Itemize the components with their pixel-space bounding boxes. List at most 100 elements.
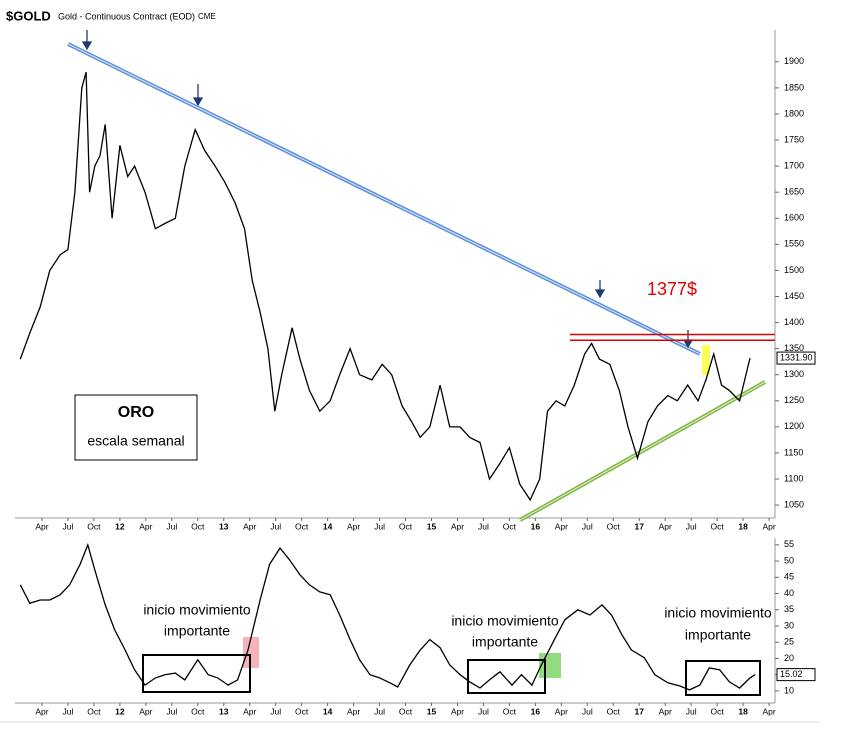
y-tick-label: 1750 <box>784 134 804 144</box>
x-tick-label: 16 <box>531 706 541 716</box>
x-tick-label: 17 <box>635 706 645 716</box>
x-tick-label: Oct <box>711 521 725 531</box>
x-tick-label: Apr <box>243 706 256 716</box>
x-tick-label: Apr <box>659 521 672 531</box>
y-tick-label: 1500 <box>784 265 804 275</box>
label-box <box>74 394 198 461</box>
x-tick-label: Apr <box>659 706 672 716</box>
y-tick-label: 1800 <box>784 108 804 118</box>
x-tick-label: Oct <box>87 521 101 531</box>
x-tick-label: Apr <box>762 706 775 716</box>
arrows <box>81 30 694 349</box>
annotation: importante <box>164 623 230 639</box>
y-tick-label: 1050 <box>784 499 804 509</box>
box-title: ORO <box>118 404 154 421</box>
x-tick-label: Oct <box>711 706 725 716</box>
y-tick-label: 1850 <box>784 82 804 92</box>
x-tick-label: Jul <box>62 521 73 531</box>
y-tick-label: 50 <box>784 555 794 565</box>
x-tick-label: Apr <box>139 706 152 716</box>
x-tick-label: Oct <box>191 521 205 531</box>
highlight <box>243 637 259 668</box>
x-tick-label: Jul <box>686 706 697 716</box>
y-tick-label: 1400 <box>784 317 804 327</box>
x-tick-label: Oct <box>607 521 621 531</box>
x-tick-label: Apr <box>243 521 256 531</box>
chart-title: $GOLD <box>6 8 51 23</box>
y-tick-label: 1250 <box>784 395 804 405</box>
x-tick-label: 12 <box>115 706 125 716</box>
x-tick-label: 12 <box>115 521 125 531</box>
x-tick-label: Jul <box>478 521 489 531</box>
x-tick-label: 13 <box>219 706 229 716</box>
x-tick-label: Jul <box>686 521 697 531</box>
y-tick-label: 30 <box>784 620 794 630</box>
last-value-box <box>776 668 816 682</box>
chart-subtitle: Gold - Continuous Contract (EOD) <box>58 11 195 21</box>
annotation: importante <box>472 634 538 650</box>
x-tick-label: Apr <box>347 706 360 716</box>
annotation: importante <box>685 627 751 643</box>
x-tick-label: Jul <box>582 706 593 716</box>
x-tick-label: Oct <box>399 706 413 716</box>
x-tick-label: 16 <box>531 521 541 531</box>
level-annotation: 1377$ <box>647 279 697 299</box>
x-tick-label: Apr <box>555 706 568 716</box>
y-tick-label: 1600 <box>784 213 804 223</box>
annotation: inicio movimiento <box>664 605 772 621</box>
x-tick-label: Jul <box>62 706 73 716</box>
x-tick-label: Apr <box>451 521 464 531</box>
annotation-box <box>142 654 251 693</box>
x-tick-label: Apr <box>35 706 48 716</box>
y-tick-label: 1550 <box>784 239 804 249</box>
x-tick-label: Oct <box>399 521 413 531</box>
x-tick-label: Oct <box>295 706 309 716</box>
x-tick-label: 18 <box>738 521 748 531</box>
x-tick-label: Oct <box>191 706 205 716</box>
x-tick-label: 14 <box>323 521 333 531</box>
y-tick-label: 1450 <box>784 291 804 301</box>
price-line <box>19 542 756 691</box>
y-tick-label: 1300 <box>784 369 804 379</box>
highlight <box>539 653 561 678</box>
x-tick-label: Jul <box>374 706 385 716</box>
x-tick-label: Apr <box>762 521 775 531</box>
x-tick-label: Jul <box>374 521 385 531</box>
x-tick-label: Jul <box>166 521 177 531</box>
x-tick-label: Jul <box>582 521 593 531</box>
y-tick-label: 1700 <box>784 160 804 170</box>
x-tick-label: 17 <box>635 521 645 531</box>
price-line <box>19 72 751 502</box>
y-tick-label: 1100 <box>784 473 803 483</box>
x-tick-label: Oct <box>503 521 517 531</box>
trend-line <box>519 381 766 521</box>
x-tick-label: 14 <box>323 706 333 716</box>
x-tick-label: Oct <box>607 706 621 716</box>
x-tick-label: Apr <box>451 706 464 716</box>
y-tick-label: 40 <box>784 588 794 598</box>
last-value-box <box>776 351 816 365</box>
y-tick-label: 10 <box>784 685 794 695</box>
last-value-label: 15.02 <box>780 669 803 679</box>
x-tick-label: Jul <box>478 706 489 716</box>
box-subtitle: escala semanal <box>87 433 184 449</box>
x-tick-label: Apr <box>347 521 360 531</box>
x-tick-label: Oct <box>295 521 309 531</box>
x-tick-label: Apr <box>555 521 568 531</box>
annotation: inicio movimiento <box>451 613 559 629</box>
y-tick-label: 35 <box>784 604 794 614</box>
annotation: inicio movimiento <box>143 602 251 618</box>
highlight <box>702 345 710 375</box>
annotation-box <box>685 660 761 696</box>
y-tick-label: 1150 <box>784 447 803 457</box>
x-tick-label: Jul <box>166 706 177 716</box>
y-tick-label: 1200 <box>784 421 804 431</box>
x-tick-label: Apr <box>35 521 48 531</box>
x-tick-label: Oct <box>503 706 517 716</box>
y-tick-label: 25 <box>784 637 794 647</box>
y-tick-label: 1350 <box>784 343 804 353</box>
y-tick-label: 45 <box>784 572 794 582</box>
x-tick-label: 13 <box>219 521 229 531</box>
x-tick-label: 18 <box>738 706 748 716</box>
